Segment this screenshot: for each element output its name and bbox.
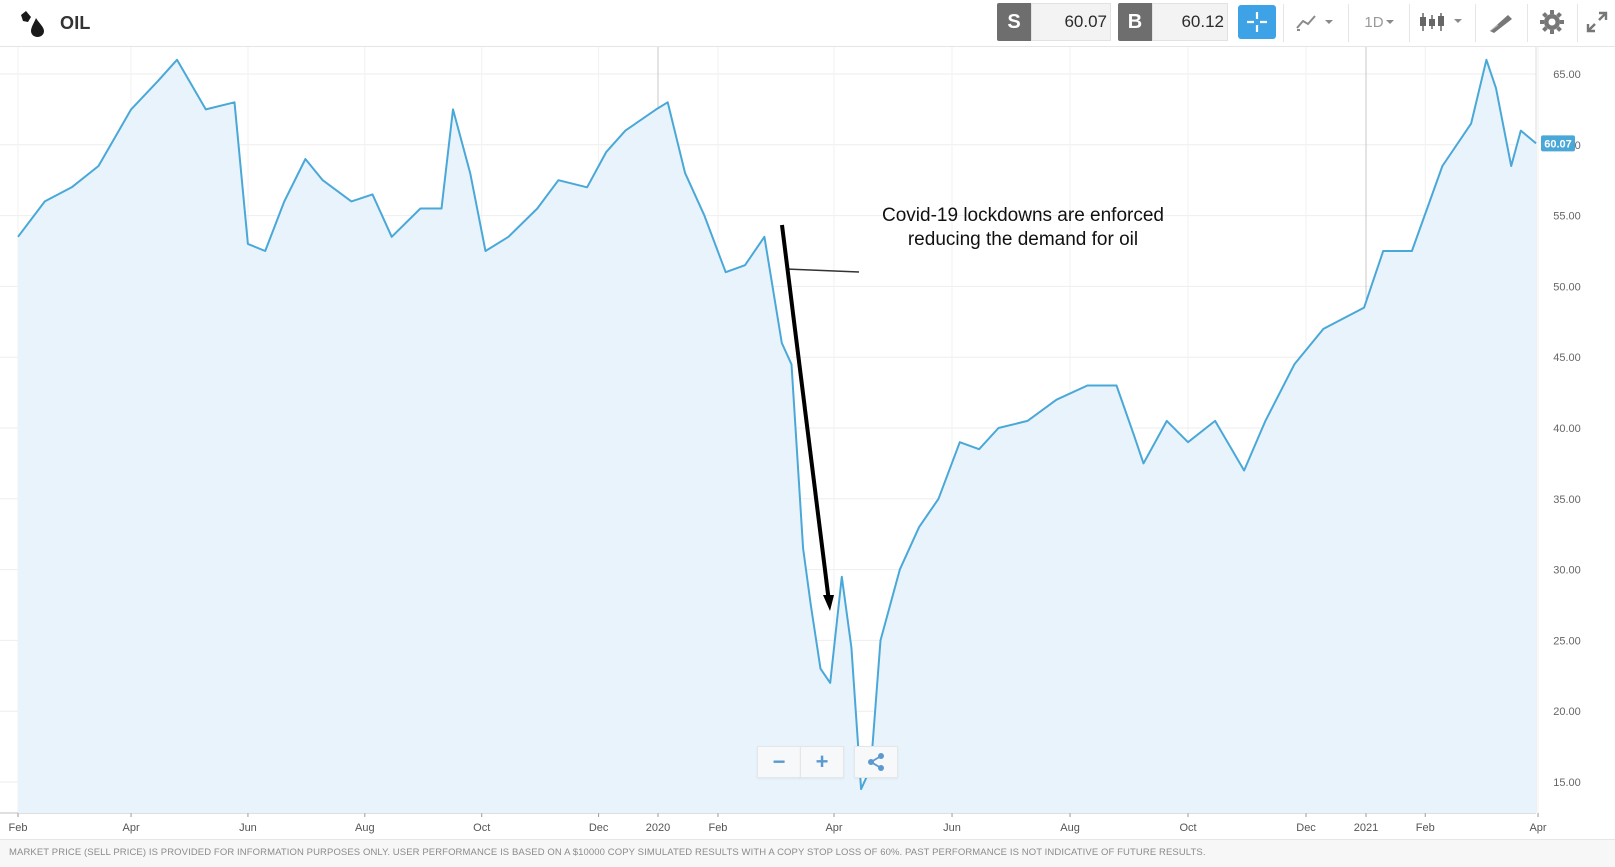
buy-price[interactable]: 60.12 xyxy=(1152,3,1228,41)
x-tick-label: Apr xyxy=(1529,822,1546,834)
annotation-line-2: reducing the demand for oil xyxy=(907,229,1139,250)
x-tick-label: Apr xyxy=(825,822,842,834)
chevron-down-icon xyxy=(1385,20,1394,24)
x-tick-label: Feb xyxy=(1416,822,1435,834)
settings-button[interactable] xyxy=(1533,5,1571,39)
line-chart-icon xyxy=(1296,15,1333,31)
y-tick-label: 50.00 xyxy=(1553,281,1581,293)
y-tick-label: 35.00 xyxy=(1553,494,1581,506)
x-tick-label: Feb xyxy=(9,822,28,834)
y-tick-label: 65.00 xyxy=(1553,69,1581,81)
x-tick-label: 2020 xyxy=(646,822,670,834)
y-tick-label: 15.00 xyxy=(1553,777,1581,789)
crosshair-icon xyxy=(1247,12,1267,32)
toolbar-divider xyxy=(1527,4,1528,42)
candlestick-icon xyxy=(1420,13,1462,31)
sell-button[interactable]: S xyxy=(997,3,1031,41)
y-tick-label: 55.00 xyxy=(1553,211,1581,223)
current-price-tag xyxy=(1541,135,1575,152)
price-line xyxy=(17,58,1537,791)
annotation-arrow-head xyxy=(823,595,834,611)
footer-bar: MARKET PRICE (SELL PRICE) IS PROVIDED FO… xyxy=(0,839,1615,867)
timeframe-label: 1D xyxy=(1364,13,1384,31)
top-bar: OIL S 60.07 B 60.12 1D xyxy=(0,0,1615,47)
instrument-title: OIL xyxy=(60,13,91,33)
oil-drop-icon xyxy=(17,9,47,39)
draw-tool-button[interactable] xyxy=(1482,5,1520,39)
annotation-leader-line xyxy=(785,268,860,273)
toolbar-divider xyxy=(1348,4,1349,42)
annotation-line-1: Covid-19 lockdowns are enforced xyxy=(882,205,1164,226)
x-tick-label: Dec xyxy=(1296,822,1316,834)
zoom-out-button[interactable]: − xyxy=(757,746,801,778)
buy-button[interactable]: B xyxy=(1118,3,1152,41)
y-tick-label: 30.00 xyxy=(1553,565,1581,577)
indicators-button[interactable] xyxy=(1416,5,1470,39)
toolbar-divider xyxy=(1475,4,1476,42)
x-tick-label: Aug xyxy=(1060,822,1080,834)
covid-annotation: Covid-19 lockdowns are enforced reducing… xyxy=(838,204,1208,252)
y-tick-label: 25.00 xyxy=(1553,635,1581,647)
y-tick-label: 20.00 xyxy=(1553,706,1581,718)
share-button[interactable] xyxy=(854,746,898,778)
x-tick-label: Oct xyxy=(473,822,490,834)
price-chart[interactable]: 15.00 20.00 25.00 30.00 35.00 40.00 45.00 50.00… xyxy=(0,47,1615,839)
x-tick-label: Dec xyxy=(589,822,609,834)
x-tick-label: Aug xyxy=(355,822,375,834)
current-price-label: 60.07 xyxy=(1544,138,1572,150)
x-tick-label: Apr xyxy=(122,822,139,834)
x-tick-label: Jun xyxy=(239,822,257,834)
gear-icon xyxy=(1540,10,1564,34)
fullscreen-button[interactable] xyxy=(1580,5,1614,39)
price-area xyxy=(18,59,1537,814)
toolbar-divider xyxy=(1409,4,1410,42)
expand-icon xyxy=(1586,11,1608,33)
crosshair-button[interactable] xyxy=(1238,5,1276,39)
annotation-arrow-shaft xyxy=(780,224,831,603)
share-icon xyxy=(868,753,884,771)
toolbar-divider xyxy=(1283,4,1284,42)
disclaimer-text: MARKET PRICE (SELL PRICE) IS PROVIDED FO… xyxy=(9,847,1206,858)
y-tick-label: 40.00 xyxy=(1553,423,1581,435)
chart-type-button[interactable] xyxy=(1293,5,1341,39)
x-tick-label: Feb xyxy=(708,822,727,834)
timeframe-select[interactable]: 1D xyxy=(1358,5,1402,39)
zoom-in-button[interactable]: + xyxy=(800,746,844,778)
y-tick-label: 45.00 xyxy=(1553,352,1581,364)
draw-tool-icon xyxy=(1489,15,1512,33)
toolbar-divider xyxy=(1577,4,1578,42)
x-tick-label: 2021 xyxy=(1354,822,1378,834)
x-tick-label: Jun xyxy=(943,822,961,834)
x-tick-label: Oct xyxy=(1179,822,1196,834)
sell-price[interactable]: 60.07 xyxy=(1031,3,1111,41)
